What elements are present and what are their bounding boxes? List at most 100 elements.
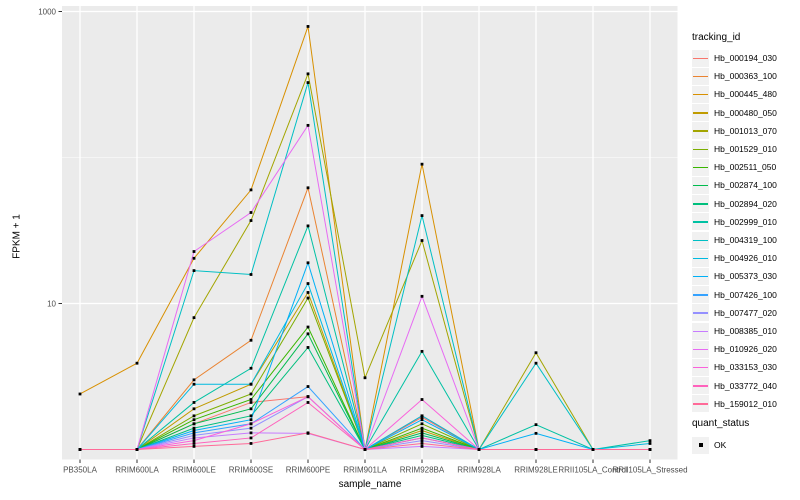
data-point [249, 219, 253, 222]
legend-key-line [693, 57, 708, 60]
legend: tracking_id Hb_000194_030 Hb_000363_100 Hb… [688, 0, 800, 500]
data-point [249, 431, 253, 435]
data-point [135, 448, 139, 451]
legend-item-label: OK [714, 440, 727, 450]
legend-item-Hb_010926_020: Hb_010926_020 [692, 340, 777, 358]
legend-key-box [692, 249, 709, 267]
legend-key-line [693, 203, 708, 205]
legend-key-box [692, 304, 709, 322]
data-point [534, 351, 538, 355]
data-point [534, 448, 538, 451]
data-point [306, 332, 310, 336]
data-point [420, 422, 424, 426]
legend-item-label: Hb_002999_010 [714, 216, 777, 227]
data-point [249, 442, 253, 445]
legend-item-Hb_033153_030: Hb_033153_030 [692, 358, 777, 376]
data-point [249, 414, 253, 418]
data-point [420, 349, 424, 353]
legend-key-line [693, 312, 708, 314]
legend-key-box [692, 377, 709, 395]
data-point [249, 392, 253, 396]
chart-panel [62, 6, 678, 460]
data-point [192, 316, 196, 320]
data-point [192, 256, 196, 260]
legend-key-box [692, 286, 709, 304]
data-point [363, 376, 367, 380]
x-tick-label: RRII105LA_Stressed [612, 466, 687, 475]
data-point [78, 448, 82, 451]
legend-item-label: Hb_004319_100 [714, 235, 777, 245]
legend-key-line [693, 221, 708, 223]
legend-item-Hb_007477_020: Hb_007477_020 [692, 304, 777, 322]
data-point [363, 448, 367, 451]
data-point [420, 439, 424, 443]
data-point [192, 407, 196, 411]
data-point [306, 186, 310, 190]
legend-item-label: Hb_000445_480 [714, 89, 777, 100]
data-point [420, 294, 424, 298]
data-point [192, 382, 196, 386]
legend-key-line [693, 166, 708, 169]
data-point [306, 224, 310, 228]
legend-item-Hb_001013_070: Hb_001013_070 [692, 122, 777, 140]
legend-item-Hb_007426_100: Hb_007426_100 [692, 286, 777, 304]
data-point [249, 211, 253, 214]
data-point [249, 426, 253, 430]
legend-key-box [692, 395, 709, 413]
data-point [192, 442, 196, 445]
legend-item-Hb_000480_050: Hb_000480_050 [692, 104, 777, 122]
x-tick-label: RRIM600PE [286, 466, 330, 475]
black-square-point-icon [698, 443, 703, 447]
legend-key-box [692, 322, 709, 340]
data-point [420, 162, 424, 166]
legend-key-line [693, 403, 708, 405]
data-point [420, 429, 424, 432]
data-point [420, 445, 424, 448]
legend-key-box [692, 358, 709, 376]
legend-key-line [693, 366, 708, 369]
legend-key-box [692, 436, 709, 454]
data-point [192, 422, 196, 426]
x-tick-label: PB350LA [63, 466, 97, 475]
legend-key-line [693, 385, 708, 387]
legend-key-line [693, 93, 708, 96]
data-point [249, 436, 253, 440]
y-axis-title: FPKM + 1 [11, 214, 23, 259]
legend-key-box [692, 104, 709, 122]
legend-item-Hb_000363_100: Hb_000363_100 [692, 67, 777, 85]
legend-key-line [693, 348, 708, 351]
legend-key-box [692, 67, 709, 85]
legend-item-Hb_002894_020: Hb_002894_020 [692, 195, 777, 213]
legend-key-line [693, 112, 708, 114]
legend-item-Hb_000194_030: Hb_000194_030 [692, 49, 777, 67]
legend-key-box [692, 122, 709, 140]
legend-item-label: Hb_007477_020 [714, 307, 777, 318]
x-tick-label: RRII105LA_Control [558, 466, 628, 475]
data-point [192, 433, 196, 437]
data-point [420, 398, 424, 401]
data-point [420, 414, 424, 418]
data-point [420, 415, 424, 419]
legend-key-box [692, 231, 709, 249]
data-point [249, 338, 253, 342]
data-point [420, 214, 424, 217]
data-point [306, 72, 310, 76]
data-point [420, 433, 424, 437]
x-tick-label: RRIM600SE [229, 466, 273, 475]
data-point [534, 361, 538, 365]
legend-item-label: Hb_000480_050 [714, 107, 777, 118]
data-point [249, 273, 253, 276]
legend-item-Hb_001529_010: Hb_001529_010 [692, 140, 777, 158]
legend-key-box [692, 176, 709, 194]
legend-item-label: Hb_005373_030 [714, 271, 777, 282]
legend-key-box [692, 340, 709, 358]
data-point [192, 414, 196, 418]
legend-key-box [692, 158, 709, 176]
legend-item-label: Hb_001013_070 [714, 125, 777, 136]
legend-item-label: Hb_002874_100 [714, 180, 777, 191]
legend-item-label: Hb_004926_010 [714, 253, 777, 264]
data-point [420, 426, 424, 430]
data-point [420, 431, 424, 435]
